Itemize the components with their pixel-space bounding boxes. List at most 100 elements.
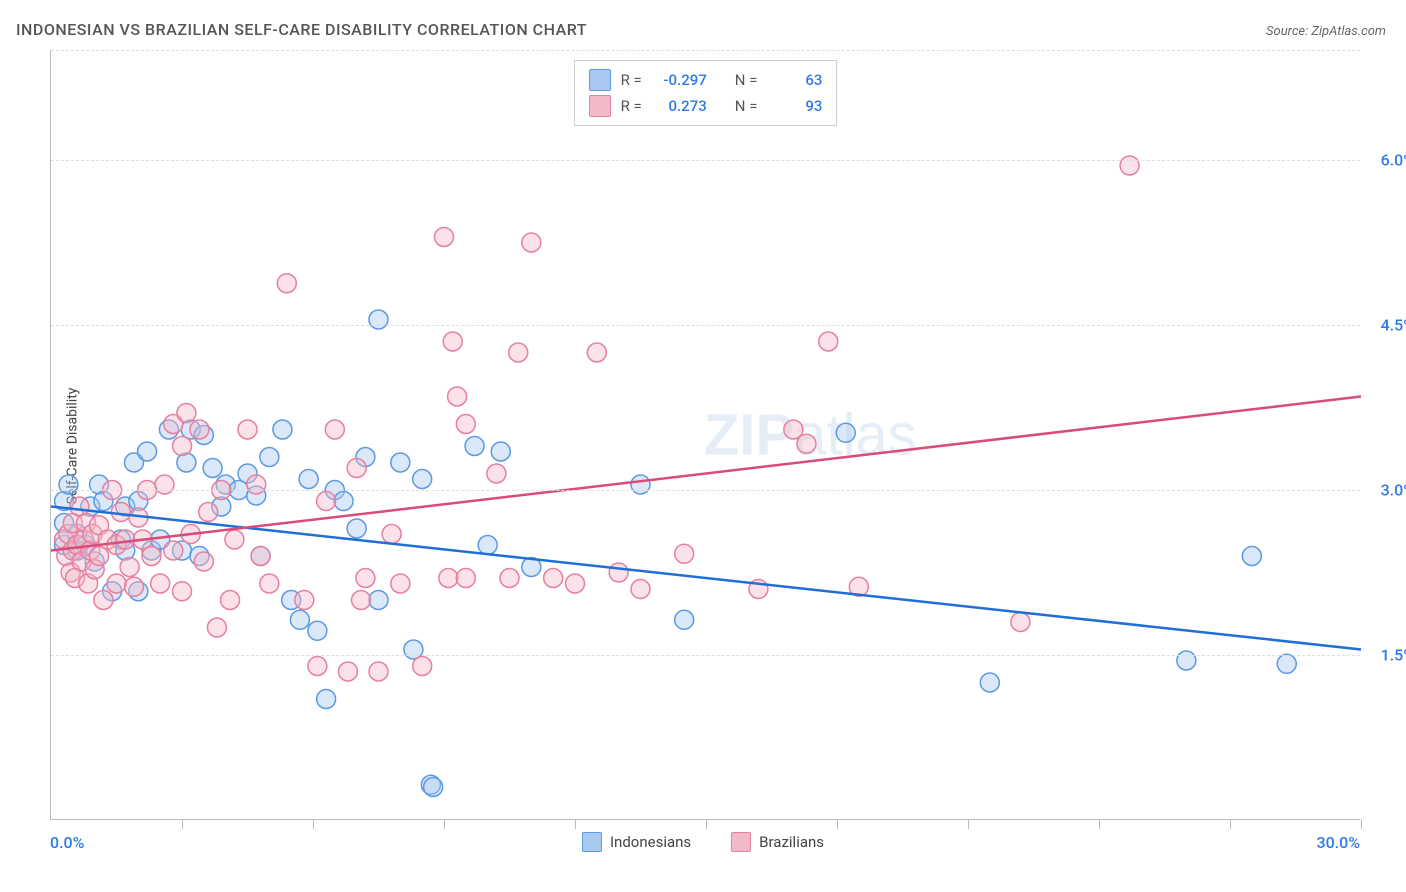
x-tick (313, 819, 314, 829)
data-point (836, 423, 855, 442)
n-value-brazilians: 93 (767, 97, 822, 115)
data-point (487, 464, 506, 483)
chart-container: INDONESIAN VS BRAZILIAN SELF-CARE DISABI… (0, 0, 1406, 892)
source-attribution: Source: ZipAtlas.com (1266, 24, 1386, 39)
data-point (308, 657, 327, 676)
data-point (391, 453, 410, 472)
x-tick (968, 819, 969, 829)
data-point (797, 434, 816, 453)
data-point (369, 662, 388, 681)
data-point (500, 569, 519, 588)
data-point (173, 582, 192, 601)
data-point (631, 580, 650, 599)
data-point (199, 503, 218, 522)
x-tick (575, 819, 576, 829)
grid-line (51, 490, 1360, 491)
data-point (352, 591, 371, 610)
data-point (435, 228, 454, 247)
r-value-brazilians: 0.273 (652, 97, 707, 115)
n-value-indonesians: 63 (767, 71, 822, 89)
data-point (247, 475, 266, 494)
data-point (566, 574, 585, 593)
data-point (1011, 613, 1030, 632)
chart-title: INDONESIAN VS BRAZILIAN SELF-CARE DISABI… (16, 20, 587, 39)
data-point (439, 569, 458, 588)
legend-item-indonesians: Indonesians (582, 832, 691, 852)
data-point (107, 574, 126, 593)
x-tick (1361, 819, 1362, 829)
data-point (1242, 547, 1261, 566)
data-point (491, 442, 510, 461)
data-point (203, 459, 222, 478)
data-point (509, 343, 528, 362)
data-point (317, 690, 336, 709)
data-point (424, 778, 443, 797)
data-point (317, 492, 336, 511)
r-label: R = (621, 71, 642, 89)
data-point (456, 415, 475, 434)
swatch-brazilians (589, 95, 611, 117)
x-axis-max-label: 30.0% (1316, 833, 1360, 852)
legend-label-brazilians: Brazilians (759, 833, 824, 851)
x-tick (182, 819, 183, 829)
swatch-brazilians (731, 832, 751, 852)
data-point (347, 459, 366, 478)
data-point (465, 437, 484, 456)
data-point (138, 442, 157, 461)
data-point (173, 437, 192, 456)
x-tick (837, 819, 838, 829)
data-point (308, 621, 327, 640)
data-point (142, 547, 161, 566)
y-tick-label: 1.5% (1381, 646, 1406, 665)
y-tick-label: 3.0% (1381, 481, 1406, 500)
data-point (819, 332, 838, 351)
data-point (347, 519, 366, 538)
data-point (251, 547, 270, 566)
data-point (675, 610, 694, 629)
legend-item-brazilians: Brazilians (731, 832, 824, 852)
data-point (631, 475, 650, 494)
data-point (443, 332, 462, 351)
data-point (59, 475, 78, 494)
stats-row-indonesians: R = -0.297 N = 63 (589, 67, 823, 93)
data-point (478, 536, 497, 555)
x-tick (444, 819, 445, 829)
grid-line (51, 160, 1360, 161)
x-tick (706, 819, 707, 829)
data-point (325, 420, 344, 439)
data-point (356, 569, 375, 588)
grid-line (51, 325, 1360, 326)
data-point (273, 420, 292, 439)
n-label: N = (735, 71, 758, 89)
data-point (277, 274, 296, 293)
r-value-indonesians: -0.297 (652, 71, 707, 89)
data-point (382, 525, 401, 544)
data-point (151, 574, 170, 593)
data-point (369, 591, 388, 610)
data-point (111, 503, 130, 522)
data-point (334, 492, 353, 511)
data-point (225, 530, 244, 549)
data-point (391, 574, 410, 593)
data-point (124, 577, 143, 596)
swatch-indonesians (589, 69, 611, 91)
x-axis-min-label: 0.0% (50, 833, 84, 852)
data-point (1120, 156, 1139, 175)
data-point (609, 563, 628, 582)
data-point (1277, 654, 1296, 673)
data-point (413, 657, 432, 676)
r-label: R = (621, 97, 642, 115)
data-point (164, 541, 183, 560)
data-point (260, 574, 279, 593)
data-point (1177, 651, 1196, 670)
data-point (522, 233, 541, 252)
legend-label-indonesians: Indonesians (610, 833, 691, 851)
stats-row-brazilians: R = 0.273 N = 93 (589, 93, 823, 119)
data-point (299, 470, 318, 489)
stats-legend: R = -0.297 N = 63 R = 0.273 N = 93 (574, 60, 838, 126)
data-point (177, 404, 196, 423)
x-tick (1099, 819, 1100, 829)
series-legend: Indonesians Brazilians (582, 832, 824, 852)
data-point (413, 470, 432, 489)
y-tick-label: 4.5% (1381, 316, 1406, 335)
